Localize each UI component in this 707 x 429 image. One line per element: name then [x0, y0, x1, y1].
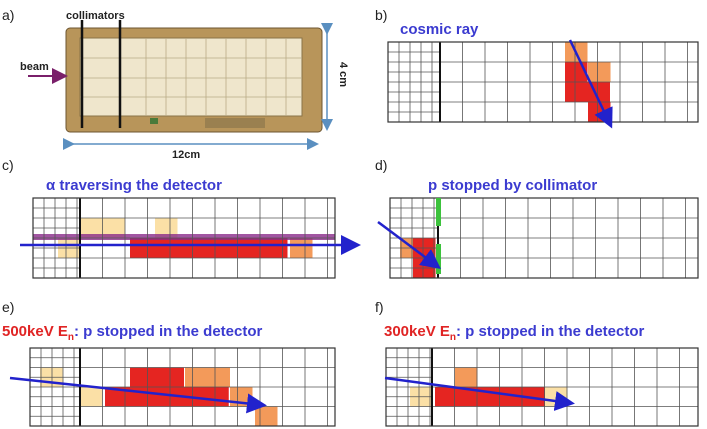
title-part: 500keV E	[2, 323, 68, 340]
hit-cell	[290, 238, 313, 258]
detector-photo	[28, 20, 327, 144]
title-part: : p stopped in the detector	[74, 323, 262, 340]
track-band	[33, 234, 335, 240]
panel-label: d)	[375, 157, 387, 173]
figure: a) collimators beam 4 cm 12cm b) cosmic …	[0, 0, 707, 429]
hit-cell	[185, 368, 230, 388]
panel-label: c)	[2, 157, 14, 173]
hit-cell	[255, 407, 278, 427]
annotation: 4 cm	[337, 62, 349, 87]
hit-cell	[565, 82, 610, 102]
panel-title: α traversing the detector	[46, 177, 222, 194]
hit-cell	[80, 387, 103, 407]
panel-label: a)	[2, 7, 14, 23]
hit-cell	[588, 62, 611, 82]
hit-cell	[545, 387, 568, 407]
annotation: 12cm	[172, 149, 200, 161]
title-part: : p stopped in the detector	[456, 323, 644, 340]
hit-cell	[130, 368, 184, 388]
panel-label: e)	[2, 299, 14, 315]
panel-label: f)	[375, 299, 384, 315]
collimator	[436, 244, 441, 274]
panel-title: cosmic ray	[400, 21, 479, 38]
annotation: collimators	[66, 10, 125, 22]
panel-title: 300keV En: p stopped in the detector	[384, 323, 644, 343]
panel-title: 500keV En: p stopped in the detector	[2, 323, 262, 343]
hit-cell	[455, 368, 478, 388]
panel-title: p stopped by collimator	[428, 177, 597, 194]
annotation: beam	[20, 61, 49, 73]
title-part: 300keV E	[384, 323, 450, 340]
collimator	[436, 198, 441, 226]
hit-cell	[130, 238, 288, 258]
panel-label: b)	[375, 7, 387, 23]
